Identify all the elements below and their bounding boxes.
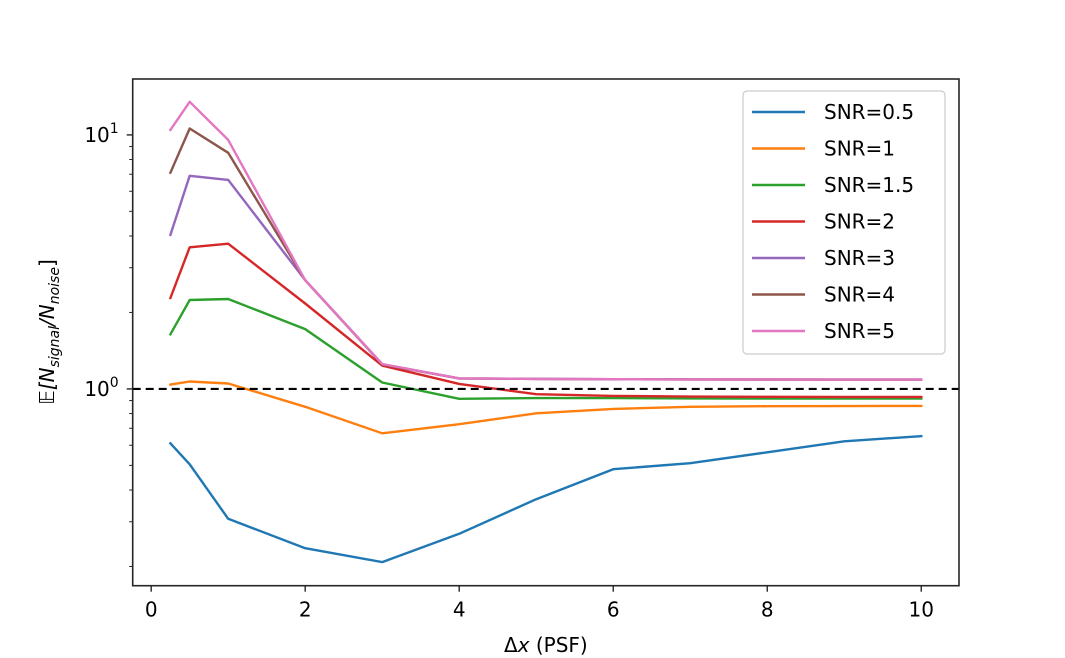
series-line-snr-5	[168, 100, 923, 381]
legend-item: SNR=3	[752, 246, 895, 270]
svg-text:𝔼[Nsignal/Nnoise]: 𝔼[Nsignal/Nnoise]	[35, 259, 63, 405]
y-label-prefix: 𝔼[N	[35, 367, 59, 404]
x-tick-label: 0	[145, 598, 158, 622]
legend-item: SNR=4	[752, 283, 895, 307]
plot-area	[132, 100, 959, 564]
legend-item: SNR=5	[752, 319, 895, 343]
y-axis-label: 𝔼[Nsignal/Nnoise]	[35, 259, 63, 405]
x-tick-label: 4	[453, 598, 466, 622]
y-label-suffix: ]	[35, 259, 59, 267]
y-label-sub-noise: noise	[47, 267, 63, 304]
x-tick-label: 8	[761, 598, 774, 622]
y-label-sub-signal: signal	[47, 326, 63, 368]
legend-item: SNR=0.5	[752, 100, 914, 124]
legend: SNR=0.5 SNR=1 SNR=1.5 SNR=2 SNR=3 SNR=4 SNR=5	[742, 90, 946, 355]
series-line-snr-1	[169, 380, 923, 435]
series-line-snr-0-5	[168, 434, 923, 564]
x-tick-label: 10	[909, 598, 934, 622]
axes-frame	[131, 78, 960, 587]
legend-box	[742, 90, 946, 355]
legend-label: SNR=3	[824, 246, 895, 270]
series-layer	[168, 100, 923, 564]
series-line-snr-1-5	[168, 297, 923, 400]
y-tick-label: 101	[84, 121, 118, 147]
legend-item: SNR=1	[752, 137, 895, 161]
legend-label: SNR=5	[824, 319, 895, 343]
legend-label: SNR=4	[824, 283, 895, 307]
legend-item: SNR=1.5	[752, 173, 914, 197]
x-tick-label: 6	[607, 598, 620, 622]
y-tick-label: 100	[84, 375, 118, 401]
y-axis: 100 101	[84, 121, 133, 567]
x-axis: 0 2 4 6 8 10	[145, 585, 934, 622]
legend-label: SNR=2	[824, 210, 895, 234]
legend-label: SNR=1	[824, 137, 895, 161]
legend-item: SNR=2	[752, 210, 895, 234]
x-axis-label: Δx (PSF)	[504, 633, 588, 657]
y-label-mid: /N	[35, 304, 59, 328]
legend-label: SNR=0.5	[824, 100, 914, 124]
x-tick-label: 2	[299, 598, 312, 622]
legend-label: SNR=1.5	[824, 173, 914, 197]
